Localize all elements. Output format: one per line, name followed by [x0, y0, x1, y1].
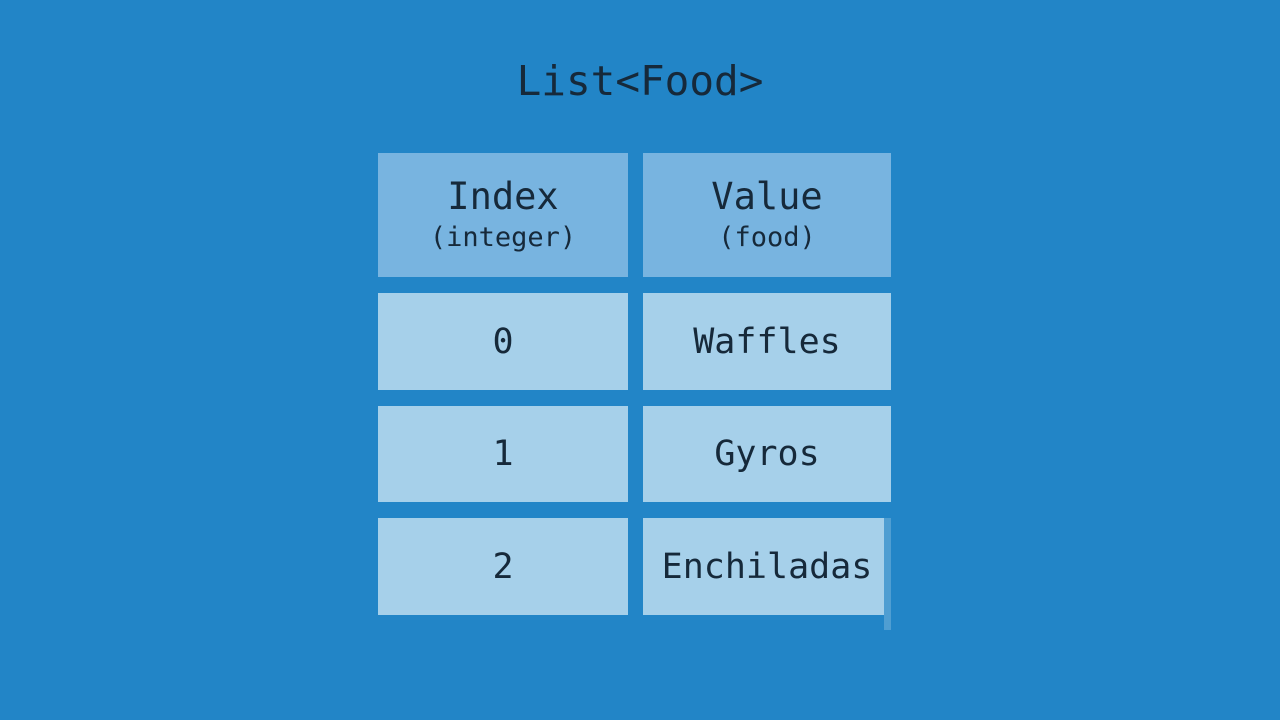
- value-cell-row-0: Waffles: [643, 293, 891, 390]
- index-cell-row-1: 1: [378, 406, 628, 502]
- index-cell-row-0: 0: [378, 293, 628, 390]
- animation-artifact: [884, 518, 891, 630]
- column-header-index-type: (integer): [429, 222, 577, 253]
- index-cell-row-2: 2: [378, 518, 628, 615]
- column-header-index: Index (integer): [378, 153, 628, 277]
- column-header-value-type: (food): [718, 222, 816, 253]
- column-header-value-label: Value: [711, 175, 823, 219]
- page-title: List<Food>: [516, 57, 764, 105]
- column-header-value: Value (food): [643, 153, 891, 277]
- list-table: Index (integer) Value (food) 0 Waffles 1…: [378, 153, 891, 615]
- value-cell-row-1: Gyros: [643, 406, 891, 502]
- column-header-index-label: Index: [447, 175, 559, 219]
- value-cell-row-2: Enchiladas: [643, 518, 891, 615]
